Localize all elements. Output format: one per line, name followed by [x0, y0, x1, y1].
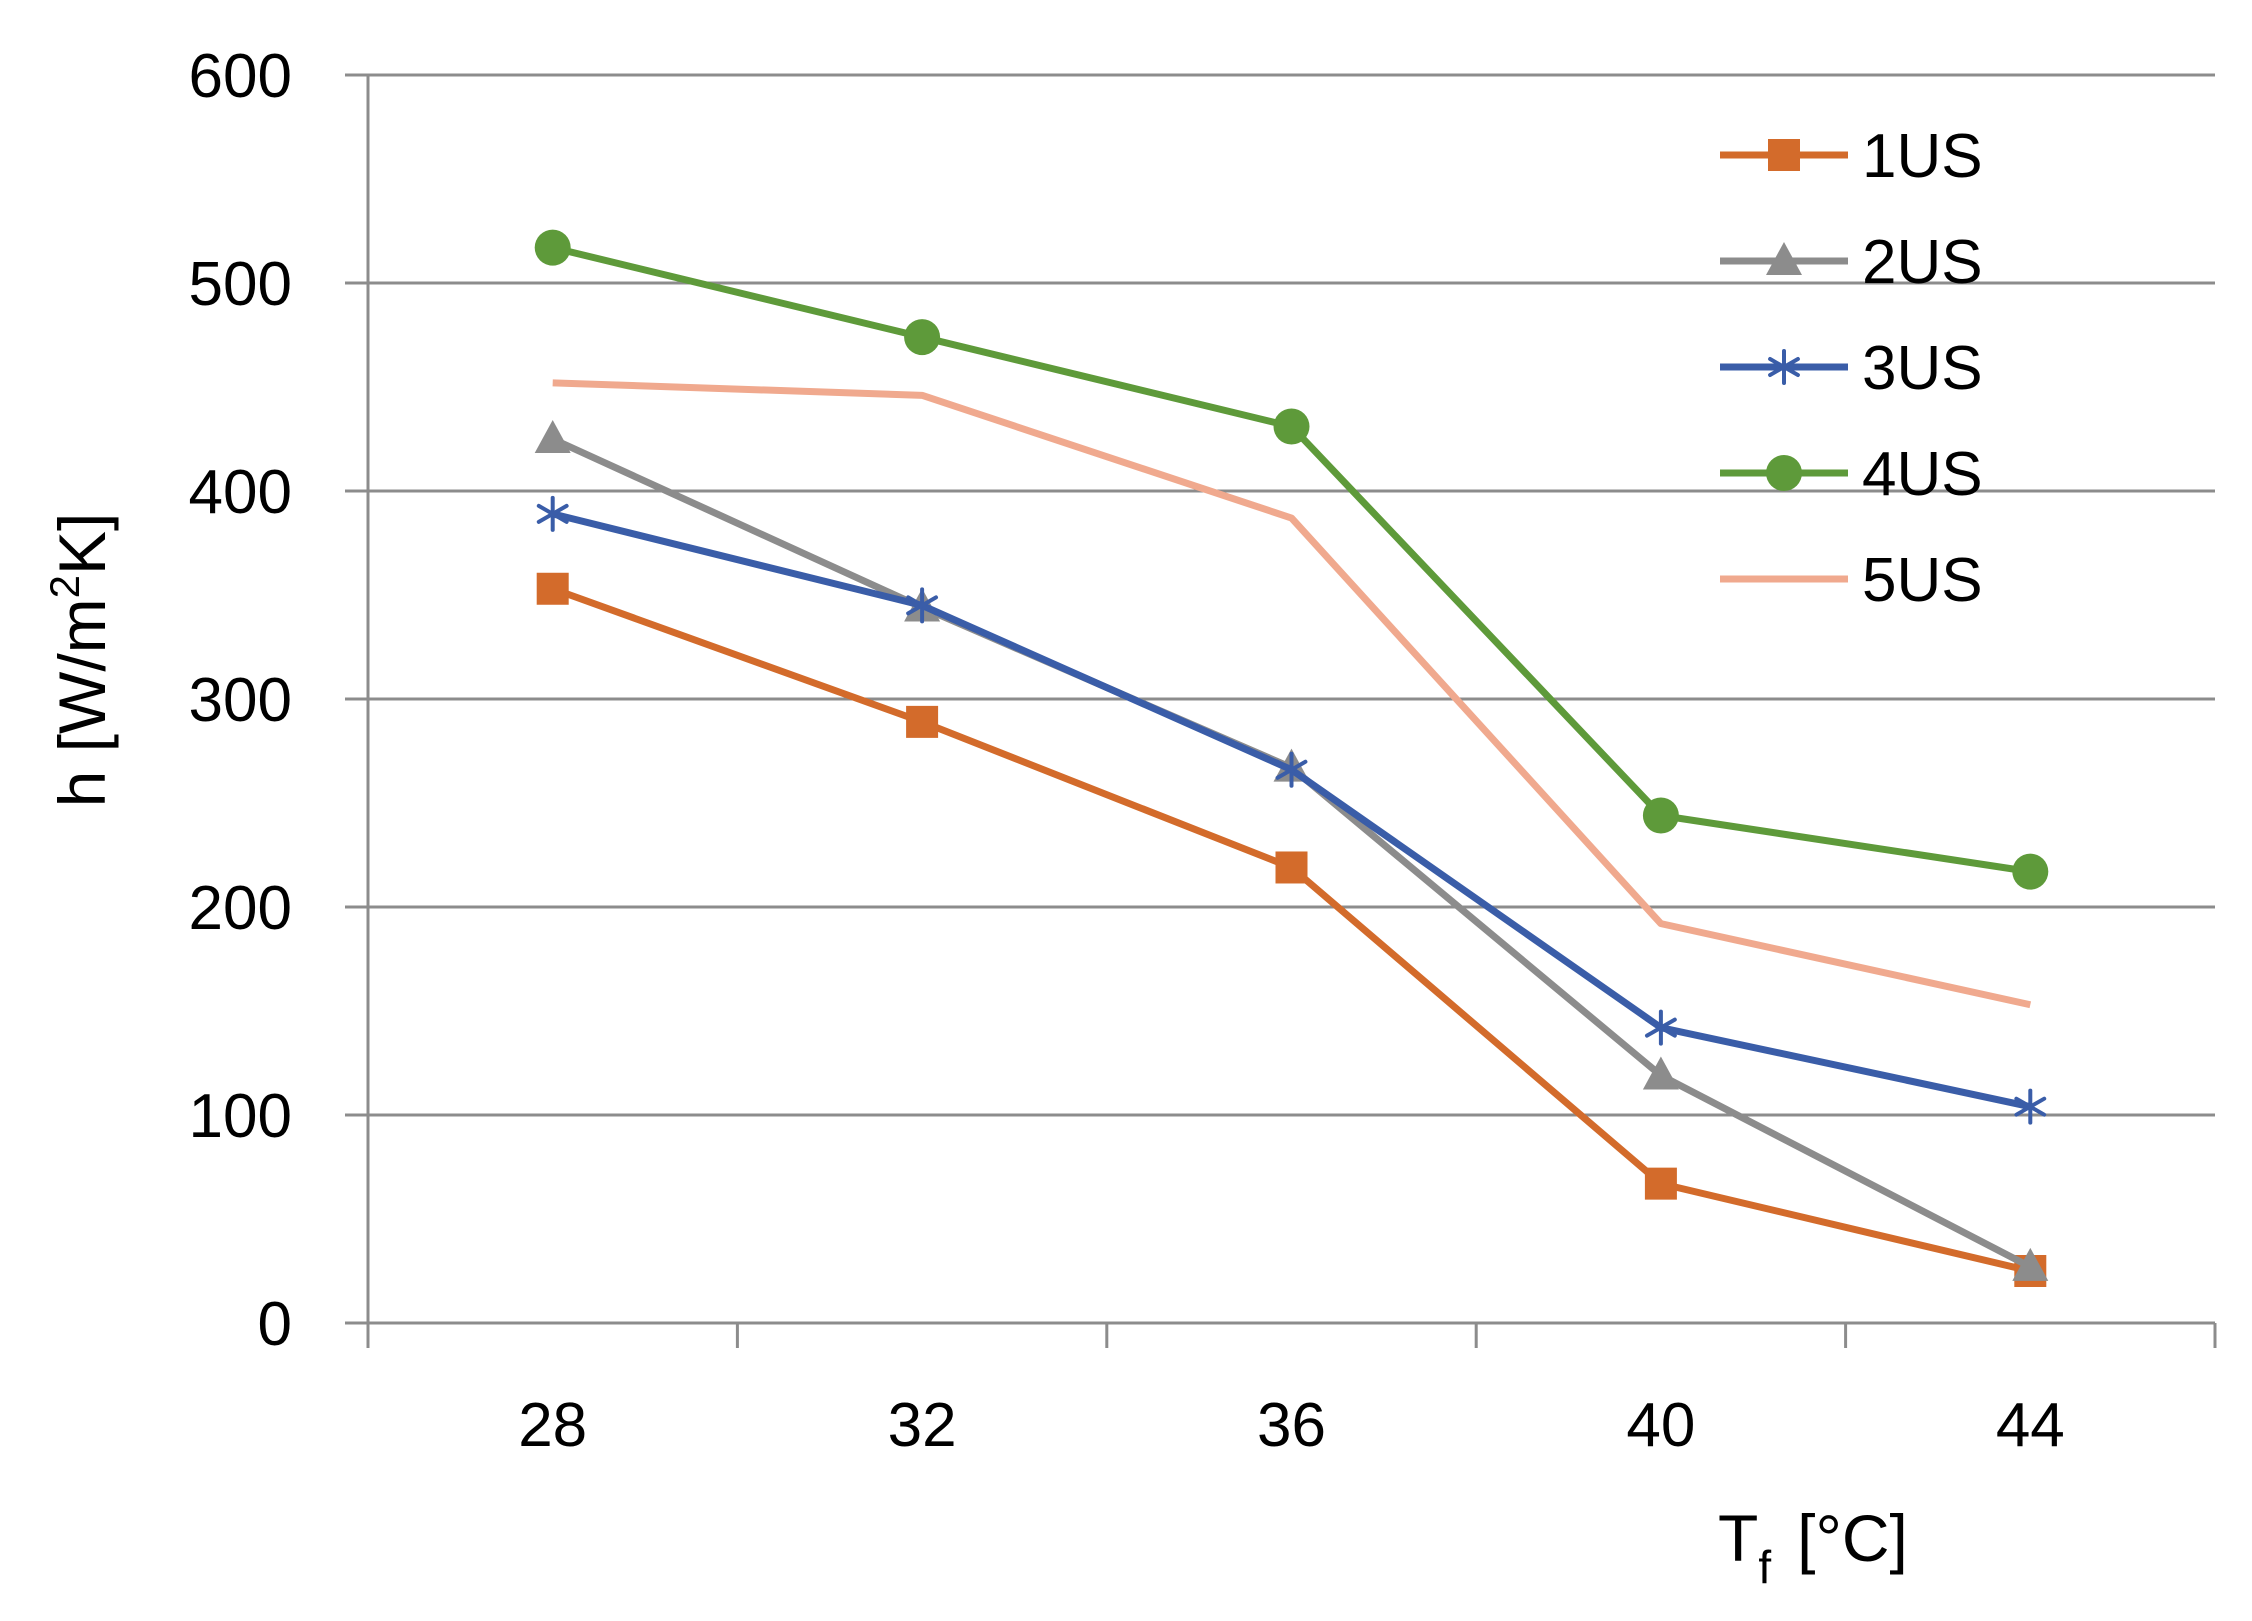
- legend: 1US 2US 3US 4US 5US: [1720, 122, 1983, 615]
- point-3US-32: [906, 587, 939, 624]
- series-5US: [552, 379, 2032, 1009]
- y-tick-label-400: 400: [189, 458, 292, 527]
- point-4US-28: [534, 229, 571, 266]
- series-line-3US: [551, 510, 2032, 1111]
- series-3US: [536, 495, 2047, 1125]
- legend-marker-4US: [1766, 455, 1802, 491]
- y-axis-title-rest: K]: [45, 513, 119, 575]
- point-1US-36: [1275, 851, 1308, 884]
- point-1US-28: [536, 572, 569, 605]
- legend-item-3US: 3US: [1720, 334, 1983, 403]
- point-4US-40: [1642, 797, 1679, 834]
- x-axis-title-main: T: [1718, 1501, 1758, 1575]
- point-3US-28: [536, 495, 569, 532]
- legend-label-3US: 3US: [1862, 334, 1983, 403]
- legend-marker-2US: [1766, 242, 1802, 275]
- legend-label-5US: 5US: [1862, 546, 1983, 615]
- point-4US-44: [2012, 853, 2049, 890]
- point-1US-40: [1644, 1167, 1677, 1200]
- series-line-1US: [551, 585, 2032, 1275]
- x-tick-label-44: 44: [1996, 1391, 2065, 1460]
- x-tick-label-28: 28: [518, 1391, 587, 1460]
- point-2US-44: [2012, 1247, 2049, 1281]
- x-tick-label-32: 32: [888, 1391, 957, 1460]
- series-line-5US: [552, 379, 2032, 1009]
- grid-lines: [345, 73, 2215, 1117]
- series-1US: [536, 572, 2047, 1287]
- y-tick-label-300: 300: [189, 666, 292, 735]
- axes: 0 100 200 300 400 500 600 28 32 36 40 44: [189, 42, 2217, 1460]
- x-axis-title-sub: f: [1758, 1541, 1771, 1593]
- legend-marker-3US: [1768, 349, 1800, 385]
- y-tick-label-0: 0: [258, 1290, 292, 1359]
- y-tick-label-600: 600: [189, 42, 292, 111]
- legend-marker-1US: [1768, 139, 1800, 171]
- legend-item-1US: 1US: [1720, 122, 1983, 191]
- x-tick-label-40: 40: [1626, 1391, 1695, 1460]
- x-tick-label-36: 36: [1257, 1391, 1326, 1460]
- y-tick-label-500: 500: [189, 250, 292, 319]
- legend-label-2US: 2US: [1862, 228, 1983, 297]
- series-group: [534, 229, 2049, 1287]
- series-4US: [534, 229, 2049, 890]
- point-4US-36: [1273, 408, 1310, 445]
- point-2US-40: [1642, 1056, 1679, 1090]
- legend-item-5US: 5US: [1720, 546, 1983, 615]
- y-axis-title: h [W/m2K]: [41, 513, 119, 808]
- x-axis-title-rest: [°C]: [1797, 1501, 1908, 1575]
- y-axis-title-main: h [W/m: [45, 598, 119, 807]
- y-axis-title-sup: 2: [41, 575, 88, 598]
- y-tick-label-200: 200: [189, 874, 292, 943]
- point-3US-44: [2014, 1088, 2047, 1125]
- point-3US-40: [1644, 1009, 1677, 1046]
- legend-label-1US: 1US: [1862, 122, 1983, 191]
- x-axis-title: Tf [°C]: [1718, 1501, 1908, 1593]
- point-1US-32: [906, 705, 939, 738]
- point-4US-32: [904, 319, 941, 356]
- legend-item-4US: 4US: [1720, 440, 1983, 509]
- y-tick-label-100: 100: [189, 1082, 292, 1151]
- legend-label-4US: 4US: [1862, 440, 1983, 509]
- point-2US-28: [534, 420, 571, 453]
- point-3US-36: [1275, 751, 1308, 788]
- series-2US: [534, 420, 2049, 1281]
- legend-item-2US: 2US: [1720, 228, 1983, 297]
